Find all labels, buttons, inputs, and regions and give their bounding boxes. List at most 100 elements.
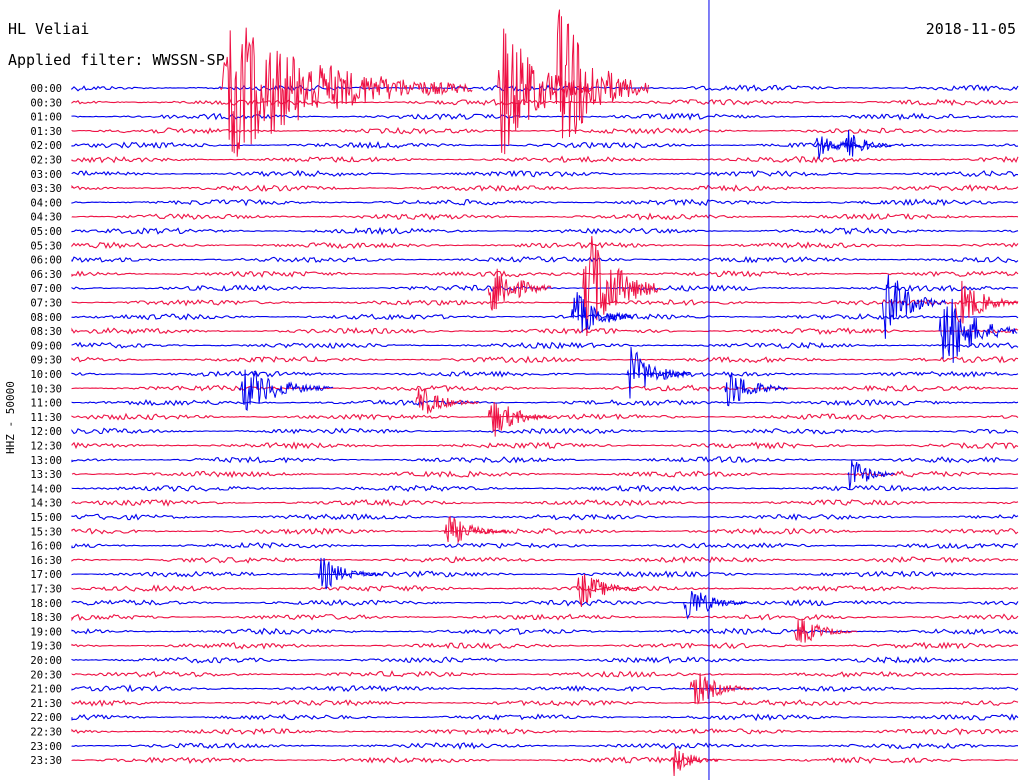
event-0 [219,27,473,157]
trace-row-09:00 [71,341,1019,350]
row-time-label: 06:30 [30,269,62,281]
trace-row-23:30 [71,756,1019,764]
row-time-label: 19:00 [30,626,62,638]
trace-row-12:30 [71,441,1019,450]
trace-row-02:00 [71,141,1019,150]
row-time-label: 08:30 [30,326,62,338]
row-time-label: 16:00 [30,541,62,553]
row-time-label: 22:00 [30,712,62,724]
row-time-label: 17:30 [30,584,62,596]
row-time-label: 13:30 [30,469,62,481]
event-5 [582,236,662,337]
trace-row-07:30 [71,298,1019,307]
trace-row-23:00 [71,742,1018,750]
row-time-label: 15:30 [30,526,62,538]
row-time-label: 23:00 [30,741,62,753]
row-time-label: 23:30 [30,755,62,767]
trace-row-19:30 [71,641,1019,650]
row-time-label: 04:00 [30,197,62,209]
trace-row-22:30 [71,727,1019,736]
trace-row-14:30 [71,498,1019,507]
trace-row-06:30 [71,270,1019,278]
row-time-label: 01:30 [30,126,62,138]
trace-row-10:00 [71,370,1019,378]
row-time-label: 10:30 [30,383,62,395]
trace-row-05:00 [71,226,1019,236]
row-time-label: 00:00 [30,83,62,95]
row-time-label: 12:00 [30,426,62,438]
row-time-label: 14:30 [30,498,62,510]
trace-row-05:30 [71,241,1019,250]
event-19 [576,574,640,608]
event-2 [554,9,649,139]
event-1 [497,28,593,155]
trace-layer [71,9,1019,777]
event-4 [844,129,892,157]
event-8 [570,292,634,333]
row-time-label: 18:00 [30,598,62,610]
event-23 [670,747,719,777]
row-time-label: 18:30 [30,612,62,624]
trace-row-08:00 [71,312,1019,321]
row-time-label: 22:30 [30,727,62,739]
event-13 [724,372,789,407]
event-14 [415,388,480,414]
trace-row-01:30 [71,126,1019,135]
station-title: HL Veliai [8,20,90,38]
event-11 [626,346,691,399]
trace-row-20:30 [71,670,1019,678]
event-10 [938,298,1018,363]
trace-row-19:00 [71,627,1019,636]
row-time-label: 03:00 [30,169,62,181]
trace-row-16:30 [71,555,1019,564]
trace-row-18:30 [71,613,1019,622]
row-time-label: 13:00 [30,455,62,467]
row-time-label: 07:00 [30,283,62,295]
row-time-label: 01:00 [30,112,62,124]
row-time-label: 00:30 [30,97,62,109]
trace-row-22:00 [71,713,1019,722]
trace-row-20:00 [71,656,1019,664]
row-time-label: 08:00 [30,312,62,324]
trace-row-17:00 [71,570,1019,579]
row-time-label: 03:30 [30,183,62,195]
event-9 [881,274,946,339]
trace-row-00:00 [71,84,1019,93]
row-time-label: 19:30 [30,641,62,653]
row-time-label: 11:30 [30,412,62,424]
trace-row-18:00 [71,598,1019,607]
row-time-label: 11:00 [30,398,62,410]
trace-row-10:30 [71,384,1019,393]
channel-label: HHZ - 50000 [4,381,17,454]
trace-row-16:00 [71,541,1019,549]
event-17 [443,515,508,544]
trace-row-06:00 [71,255,1019,264]
event-6 [487,268,552,311]
trace-row-14:00 [71,484,1018,493]
trace-row-13:30 [71,470,1019,479]
trace-row-09:30 [71,355,1019,364]
trace-row-11:00 [71,398,1019,407]
event-22 [689,673,754,705]
event-12 [238,369,334,411]
trace-row-02:30 [71,155,1019,164]
trace-row-12:00 [71,427,1019,435]
trace-row-21:30 [71,699,1019,708]
trace-row-15:30 [71,527,1019,536]
row-time-label: 05:30 [30,240,62,252]
row-time-label: 14:00 [30,483,62,495]
trace-row-17:30 [71,584,1019,593]
filter-label: Applied filter: WWSSN-SP [8,51,225,69]
row-time-label: 15:00 [30,512,62,524]
row-time-label: 16:30 [30,555,62,567]
row-time-label: 20:30 [30,669,62,681]
row-time-label: 02:00 [30,140,62,152]
row-time-label: 21:00 [30,684,62,696]
trace-row-21:00 [71,684,1019,693]
row-time-label: 09:30 [30,355,62,367]
trace-row-08:30 [71,326,1019,335]
event-21 [793,618,858,643]
event-15 [487,401,552,437]
time-label-layer: 00:00 00:30 01:00 01:30 02:00 02:30 03:00 03:30… [30,83,62,767]
row-time-label: 09:00 [30,340,62,352]
